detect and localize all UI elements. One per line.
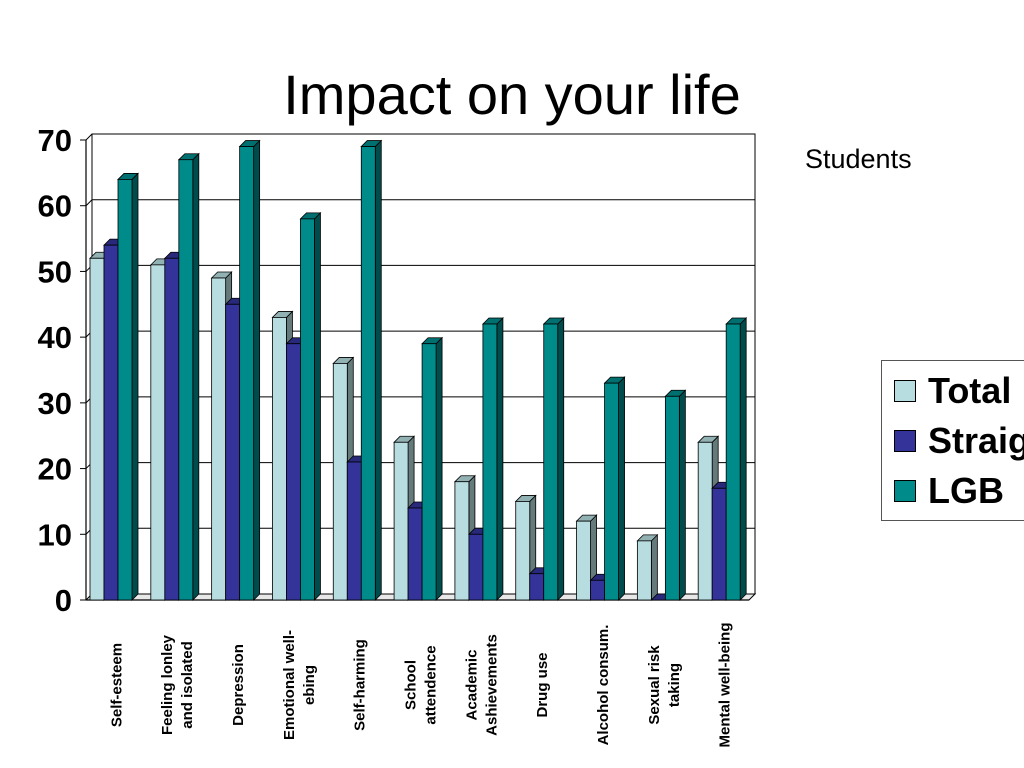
legend: Total Straight LGB bbox=[881, 360, 1024, 521]
x-tick-labels: Self-esteem Feeling lonley and isolated Dep… bbox=[108, 622, 733, 747]
legend-swatch-total bbox=[894, 380, 916, 402]
bar-front bbox=[482, 323, 498, 601]
x-tick-label: Alcohol consum. bbox=[595, 625, 612, 746]
y-tick-label: 70 bbox=[38, 123, 72, 158]
bar-side bbox=[557, 317, 565, 601]
bar-side bbox=[650, 533, 658, 601]
bar-front bbox=[590, 579, 605, 601]
bar-side bbox=[618, 376, 625, 601]
bar-front bbox=[117, 179, 133, 601]
gridline-side bbox=[85, 199, 93, 207]
bar-front bbox=[576, 520, 591, 601]
bar-side bbox=[374, 139, 382, 601]
bar-front bbox=[454, 481, 470, 601]
bar-lgb-1 bbox=[177, 152, 200, 601]
bar-front bbox=[346, 461, 362, 601]
y-tick-label: 10 bbox=[38, 517, 72, 552]
legend-item-straight: Straight bbox=[894, 420, 1024, 461]
legend-label-straight: Straight bbox=[928, 420, 1024, 461]
bar-lgb-3 bbox=[299, 211, 322, 601]
gridline-side bbox=[85, 133, 93, 141]
bar-front bbox=[211, 277, 227, 601]
x-tick-label: Self-esteem bbox=[108, 643, 125, 727]
bar-front bbox=[239, 146, 255, 601]
bar-lgb-5 bbox=[421, 336, 444, 601]
y-tick-label: 50 bbox=[38, 254, 72, 289]
x-tick-label: Sexual risk taking bbox=[646, 645, 683, 725]
x-tick-label: School attendence bbox=[403, 645, 440, 724]
bar-total-8 bbox=[575, 514, 598, 601]
bar-front bbox=[604, 382, 619, 601]
bar-front bbox=[543, 323, 559, 601]
bar-front bbox=[407, 507, 423, 601]
chart-title: Impact on your life bbox=[283, 63, 741, 126]
x-tick-label: Academic Ashievements bbox=[463, 634, 500, 736]
x-tick-label: Feeling lonley and isolated bbox=[159, 634, 196, 735]
bar-lgb-8 bbox=[603, 376, 626, 601]
legend-label-lgb: LGB bbox=[928, 470, 1004, 511]
bar-side bbox=[496, 317, 504, 601]
y-tick-label: 60 bbox=[38, 189, 72, 224]
bar-side bbox=[253, 139, 261, 601]
bar-side bbox=[131, 172, 139, 601]
bar-front bbox=[178, 159, 194, 601]
x-tick-label: Emotional well-ebing bbox=[281, 630, 318, 740]
bar-front bbox=[725, 323, 741, 601]
bar-front bbox=[529, 573, 545, 601]
y-tick-label: 0 bbox=[55, 583, 72, 618]
bar-front bbox=[421, 343, 437, 601]
bar-lgb-6 bbox=[481, 317, 504, 601]
bar-side bbox=[739, 317, 747, 601]
bar-front bbox=[697, 441, 713, 601]
y-tick-label: 40 bbox=[38, 320, 72, 355]
bar-side bbox=[314, 211, 321, 601]
bar-front bbox=[332, 363, 348, 601]
bar-front bbox=[150, 264, 166, 601]
chart-subtitle: Students bbox=[805, 144, 912, 174]
bar-front bbox=[89, 257, 105, 601]
legend-swatch-lgb bbox=[894, 480, 916, 502]
bar-lgb-10 bbox=[725, 317, 748, 601]
x-tick-label: Self-harming bbox=[352, 639, 369, 731]
bar-front bbox=[393, 441, 409, 601]
bar-side bbox=[192, 152, 200, 601]
x-tick-label: Depression bbox=[230, 644, 247, 726]
legend-swatch-straight bbox=[894, 430, 916, 452]
bar-front bbox=[360, 146, 376, 601]
bars bbox=[89, 139, 748, 601]
bar-front bbox=[286, 343, 301, 601]
bar-lgb-7 bbox=[542, 317, 565, 601]
x-tick-label: Drug use bbox=[534, 652, 551, 717]
bar-front bbox=[103, 244, 119, 601]
y-tick-label: 20 bbox=[38, 452, 72, 487]
bar-front bbox=[225, 303, 241, 601]
legend-item-lgb: LGB bbox=[894, 470, 1004, 511]
legend-item-total: Total bbox=[894, 370, 1012, 411]
bar-front bbox=[664, 395, 680, 601]
bar-front bbox=[300, 218, 315, 601]
bar-side bbox=[435, 336, 443, 601]
bar-total-9 bbox=[636, 533, 659, 601]
bar-front bbox=[468, 533, 484, 601]
bar-front bbox=[272, 317, 287, 601]
bar-front bbox=[636, 540, 652, 601]
bar-side bbox=[678, 389, 686, 601]
bar-front bbox=[164, 257, 180, 601]
bar-lgb-9 bbox=[664, 389, 687, 601]
legend-label-total: Total bbox=[928, 370, 1012, 411]
bar-front bbox=[711, 487, 727, 601]
bar-front bbox=[515, 501, 531, 601]
x-tick-label: Mental well-being bbox=[717, 622, 734, 747]
bar-lgb-4 bbox=[360, 139, 383, 601]
y-tick-labels: 0 10 20 30 40 50 60 70 bbox=[38, 123, 72, 618]
bar-lgb-0 bbox=[117, 172, 139, 601]
bar-lgb-2 bbox=[238, 139, 261, 601]
y-tick-label: 30 bbox=[38, 386, 72, 421]
